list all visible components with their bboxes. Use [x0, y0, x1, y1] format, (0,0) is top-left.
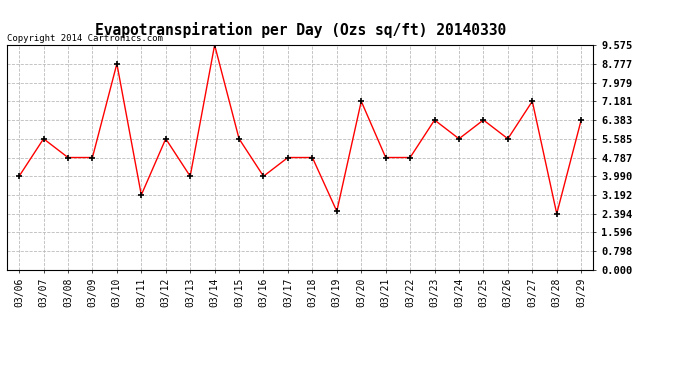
Title: Evapotranspiration per Day (Ozs sq/ft) 20140330: Evapotranspiration per Day (Ozs sq/ft) 2…	[95, 22, 506, 38]
Text: Copyright 2014 Cartronics.com: Copyright 2014 Cartronics.com	[7, 34, 163, 43]
